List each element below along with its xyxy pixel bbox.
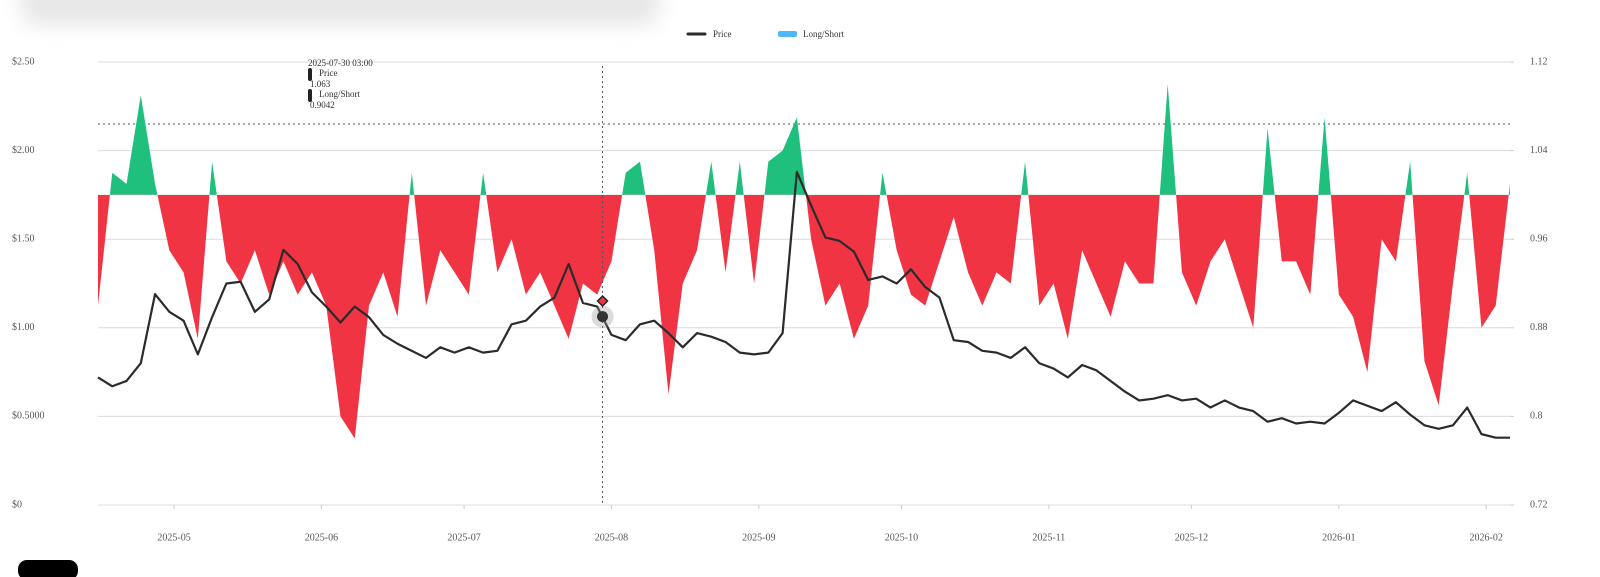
tooltip-value: 1.063 [310,79,331,89]
corner-pill [18,560,78,577]
legend-swatch [778,31,797,37]
hover-marker [597,311,609,323]
x-tick-label: 2025-08 [595,532,628,543]
area-below [98,194,1510,439]
y2-tick-label: 0.96 [1530,233,1548,244]
y-tick-label: $2.50 [12,56,35,67]
y2-tick-label: 0.8 [1530,411,1543,422]
x-tick-label: 2026-01 [1322,532,1355,543]
legend-label: Price [713,29,732,39]
y-tick-label: $1.50 [12,233,35,244]
tooltip-series-name: Long/Short [319,89,361,99]
x-tick-label: 2025-07 [447,532,480,543]
blurred-overlay [20,0,660,25]
y-tick-label: $2.00 [12,145,35,156]
x-tick-label: 2025-05 [157,532,190,543]
y-tick-label: $1.00 [12,322,35,333]
y2-tick-label: 1.04 [1530,145,1548,156]
hover-marker [596,294,609,308]
legend-label: Long/Short [803,29,845,39]
tooltip-date: 2025-07-30 03:00 [308,58,373,68]
tooltip-value: 0.9042 [310,100,335,110]
tooltip-swatch [308,68,312,81]
tooltip-series-name: Price [319,68,338,78]
x-tick-label: 2025-11 [1032,532,1065,543]
y-tick-label: $0 [12,499,22,510]
x-tick-label: 2026-02 [1470,532,1503,543]
y2-tick-label: 1.12 [1530,56,1548,67]
tooltip-swatch [308,89,312,102]
x-tick-label: 2025-06 [305,532,338,543]
y2-tick-label: 0.72 [1530,499,1548,510]
price-line [97,170,1510,439]
x-tick-label: 2025-12 [1175,532,1208,543]
x-tick-label: 2025-09 [742,532,775,543]
x-tick-label: 2025-10 [885,532,918,543]
y-tick-label: $0.5000 [12,411,45,422]
y2-tick-label: 0.88 [1530,322,1548,333]
